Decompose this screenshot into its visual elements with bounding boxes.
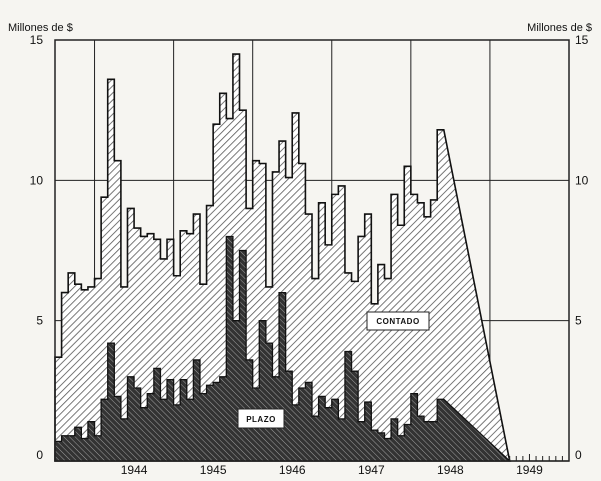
- contado-label-group: CONTADO: [366, 311, 430, 331]
- y-tick-label-right-15: 15: [575, 33, 589, 47]
- area-plazo: [54, 235, 512, 462]
- y-tick-label-right-0: 0: [575, 448, 582, 462]
- x-tick-label-1944: 1944: [121, 463, 148, 477]
- contado-label: CONTADO: [376, 317, 419, 326]
- area-contado-total: [54, 53, 511, 462]
- x-tick-label-1948: 1948: [437, 463, 464, 477]
- plot-frame: [54, 39, 570, 462]
- y-ticks: 0 0 5 5 10 10 15 15: [30, 33, 589, 462]
- y-tick-label-left-0: 0: [36, 448, 43, 462]
- y-tick-label-right-5: 5: [575, 314, 582, 328]
- y-tick-label-right-10: 10: [575, 173, 589, 187]
- y-tick-label-left-5: 5: [36, 314, 43, 328]
- x-tick-label-1949: 1949: [516, 463, 543, 477]
- area-layer: [54, 53, 512, 462]
- y-axis-label-left: Millones de $: [8, 22, 73, 34]
- plazo-label-group: PLAZO: [237, 408, 285, 429]
- y-tick-label-left-10: 10: [30, 173, 44, 187]
- y-tick-label-left-15: 15: [30, 33, 44, 47]
- x-tick-label-1945: 1945: [200, 463, 227, 477]
- minor-ticks-1949: [509, 454, 569, 462]
- x-ticks: 1944 1945 1946 1947 1948 1949: [121, 463, 543, 477]
- x-tick-label-1946: 1946: [279, 463, 306, 477]
- plazo-label: PLAZO: [246, 415, 276, 424]
- y-axis-label-right: Millones de $: [527, 22, 592, 34]
- frame: [54, 39, 570, 462]
- x-tick-label-1947: 1947: [358, 463, 385, 477]
